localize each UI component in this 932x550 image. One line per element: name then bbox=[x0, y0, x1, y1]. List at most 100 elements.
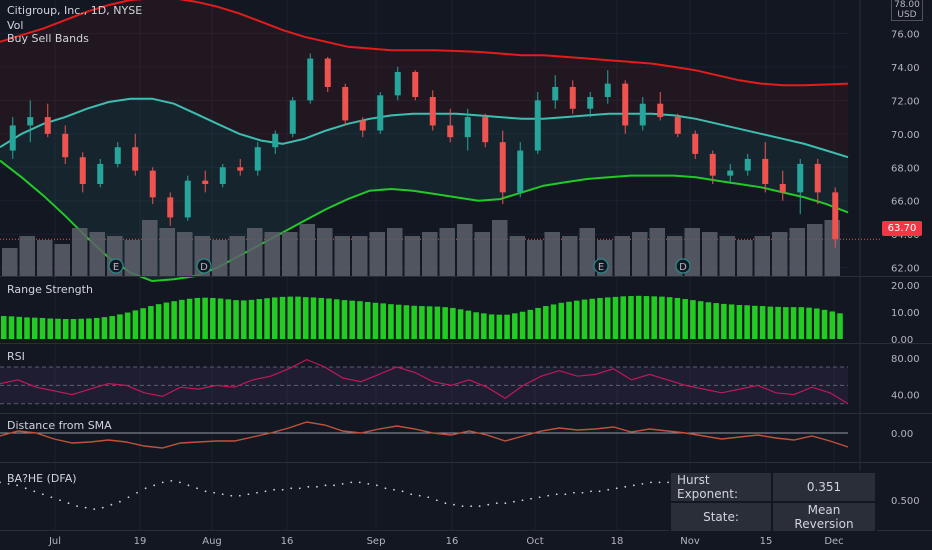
range-strength-bar bbox=[519, 311, 526, 339]
volume-bar bbox=[159, 228, 175, 276]
upper-band-fill bbox=[0, 0, 848, 158]
volume-bar bbox=[562, 236, 578, 276]
time-tick-label: Jul bbox=[48, 536, 61, 547]
range-strength-bar bbox=[287, 296, 294, 339]
range-strength-bar bbox=[419, 306, 425, 339]
range-strength-bar bbox=[821, 309, 828, 339]
hurst-dot bbox=[196, 487, 198, 490]
volume-bar bbox=[124, 240, 140, 276]
range-strength-bar bbox=[635, 295, 642, 339]
candle-body bbox=[307, 58, 314, 101]
volume-bar bbox=[404, 236, 420, 276]
marker-letter: D bbox=[200, 262, 208, 273]
range-strength-bar bbox=[388, 304, 394, 339]
candle-body bbox=[552, 86, 559, 101]
candle-body bbox=[692, 133, 699, 154]
state-value: Mean Reversion bbox=[771, 501, 877, 533]
middle-band-line bbox=[0, 97, 849, 159]
candle-body bbox=[324, 58, 331, 87]
hurst-dot bbox=[375, 484, 378, 487]
hurst-dot bbox=[393, 488, 395, 491]
price-axis[interactable]: 76.0074.0072.0070.0068.0066.0064.0062.00… bbox=[891, 29, 920, 507]
candle-body bbox=[622, 83, 629, 126]
hurst-dot bbox=[178, 481, 181, 484]
range-strength-bar bbox=[264, 298, 270, 339]
hurst-dot bbox=[564, 493, 567, 496]
volume-bar bbox=[247, 228, 263, 276]
range-strength-bar bbox=[155, 304, 162, 339]
range-strength-bar bbox=[233, 300, 239, 339]
range-strength-bar bbox=[148, 306, 154, 339]
volume-bar bbox=[544, 232, 560, 276]
range-strength-bar bbox=[690, 300, 696, 339]
rsi-series bbox=[0, 358, 849, 405]
distance-line bbox=[0, 421, 849, 449]
hurst-dot bbox=[418, 494, 421, 497]
candle-body bbox=[569, 86, 576, 109]
range-strength-bar bbox=[527, 309, 534, 339]
candle-body bbox=[482, 117, 489, 143]
hurst-dot bbox=[650, 481, 652, 484]
hurst-dot bbox=[273, 488, 276, 491]
hurst-title[interactable]: BA?HE (DFA) bbox=[7, 472, 77, 485]
range-strength-bar bbox=[643, 296, 650, 339]
hurst-dot bbox=[341, 482, 344, 485]
candle-body bbox=[132, 147, 139, 171]
candle-body bbox=[27, 117, 34, 126]
range-strength-bar bbox=[512, 313, 518, 339]
candle-body bbox=[744, 158, 751, 171]
volume-legend[interactable]: Vol bbox=[7, 19, 24, 32]
range-strength-bar bbox=[310, 297, 317, 339]
range-strength-bar bbox=[411, 305, 417, 339]
hurst-dot bbox=[384, 487, 387, 490]
hurst-dot bbox=[187, 484, 190, 487]
hurst-dot bbox=[470, 505, 473, 508]
range-strength-bar bbox=[426, 306, 433, 339]
hurst-dot bbox=[358, 481, 361, 484]
hurst-tick-label: 0.500 bbox=[891, 496, 920, 507]
time-axis[interactable]: Jul 19 Aug 16 Sep 16 Oct 18 Nov 15 Dec bbox=[48, 536, 844, 547]
price-tick-label: 62.00 bbox=[891, 264, 920, 275]
candle-body bbox=[167, 197, 174, 218]
candle-body bbox=[62, 133, 69, 158]
volume-bar bbox=[614, 236, 630, 276]
range-strength-bar bbox=[39, 317, 46, 339]
time-tick-label: Nov bbox=[680, 536, 700, 547]
range-strength-bar bbox=[117, 314, 123, 339]
volume-bar bbox=[19, 236, 35, 276]
currency-badge[interactable]: 78.00 USD bbox=[891, 0, 923, 21]
hurst-dot bbox=[632, 484, 635, 487]
volume-bar bbox=[632, 232, 648, 276]
candle-body bbox=[587, 97, 594, 109]
range-strength-bar bbox=[728, 304, 735, 339]
range-strength-bar bbox=[674, 297, 681, 339]
range-strength-bar bbox=[101, 317, 108, 339]
bands-legend[interactable]: Buy Sell Bands bbox=[7, 32, 89, 45]
range-strength-bar bbox=[783, 307, 789, 339]
hurst-dot bbox=[555, 493, 558, 496]
hurst-dot bbox=[453, 503, 455, 506]
hurst-dot bbox=[24, 487, 27, 490]
rsi-title[interactable]: RSI bbox=[7, 350, 25, 363]
candle-body bbox=[184, 180, 191, 218]
range-strength-bar bbox=[767, 306, 774, 339]
range-strength-title[interactable]: Range Strength bbox=[7, 283, 93, 296]
volume-bar bbox=[422, 232, 438, 276]
candle-body bbox=[447, 125, 454, 138]
candle-body bbox=[832, 192, 839, 240]
hurst-dot bbox=[624, 485, 627, 488]
distance-title[interactable]: Distance from SMA bbox=[7, 419, 112, 432]
range-strength-bar bbox=[124, 312, 131, 339]
volume-bar bbox=[737, 240, 753, 276]
range-strength-bar bbox=[620, 296, 626, 339]
range-strength-bar bbox=[543, 306, 549, 339]
range-strength-bar bbox=[573, 300, 580, 339]
hurst-dot bbox=[50, 496, 53, 499]
hurst-dot bbox=[144, 487, 147, 490]
hurst-dot bbox=[615, 487, 618, 490]
range-strength-bar bbox=[759, 306, 766, 339]
candle-body bbox=[464, 117, 471, 138]
candle-body bbox=[342, 86, 349, 121]
